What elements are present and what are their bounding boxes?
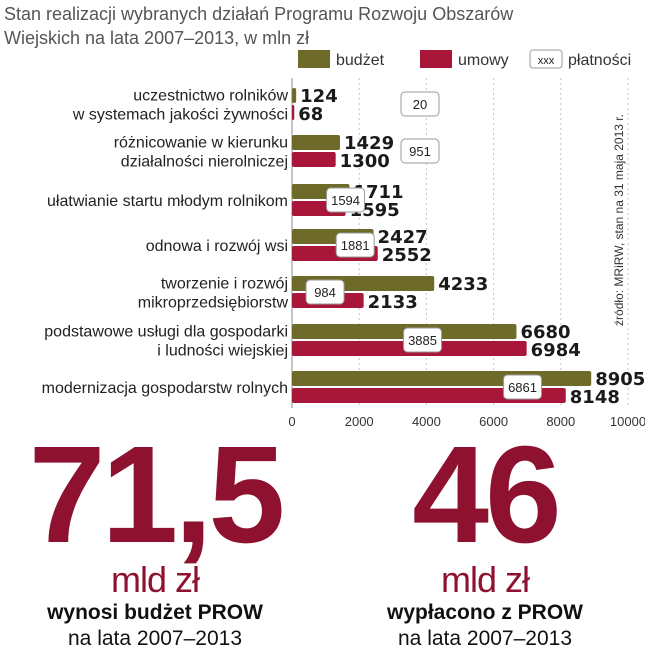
paid-stat-period: na lata 2007–2013	[398, 627, 572, 650]
payments-box	[326, 187, 366, 213]
data-label-budget: 8905	[595, 369, 645, 390]
category-label: w systemach jakości żywności	[72, 107, 288, 124]
data-label-payments: 1594	[331, 193, 360, 208]
data-label-contracts: 2133	[368, 292, 418, 313]
paid-stat-unit: mld zł	[440, 559, 530, 600]
bar-contracts	[292, 152, 336, 167]
category-label: podstawowe usługi dla gospodarki	[44, 324, 288, 341]
bar-budget	[292, 88, 297, 103]
chart-title: Stan realizacji wybranych działań Progra…	[4, 4, 514, 48]
bar-contracts	[292, 388, 566, 403]
x-tick-label: 4000	[412, 414, 441, 429]
data-label-contracts: 2552	[382, 245, 432, 266]
data-label-contracts: 68	[298, 104, 323, 125]
x-tick-label: 6000	[479, 414, 508, 429]
payments-box	[305, 279, 345, 305]
paid-stat: 46 mld zł wypłacono z PROW na lata 2007–…	[325, 418, 645, 652]
data-label-payments: 1881	[341, 238, 370, 253]
data-label-payments: 984	[314, 285, 336, 300]
data-label-budget: 2427	[378, 227, 428, 248]
data-label-payments: 6861	[508, 380, 537, 395]
data-label-contracts: 8148	[570, 387, 620, 408]
bar-budget	[292, 135, 341, 150]
payments-box	[400, 91, 440, 117]
category-label: tworzenie i rozwój	[161, 276, 288, 293]
data-label-budget: 124	[300, 86, 338, 107]
category-label: różnicowanie w kierunku	[114, 135, 288, 152]
budget-stat-value: 71,5	[28, 418, 286, 572]
payments-box	[503, 374, 543, 400]
paid-stat-value: 46	[412, 418, 562, 572]
data-label-payments: 951	[409, 144, 431, 159]
payments-box	[403, 327, 443, 353]
data-label-budget: 4233	[438, 274, 488, 295]
source-note: źródło: MRiRW, stan na 31 maja 2013 r.	[612, 114, 626, 326]
data-label-contracts: 1300	[340, 151, 390, 172]
data-label-budget: 1711	[353, 182, 403, 203]
category-label: odnowa i rozwój wsi	[146, 238, 288, 255]
data-label-payments: 3885	[408, 333, 437, 348]
x-tick-label: 0	[288, 414, 295, 429]
payments-box	[400, 138, 440, 164]
legend-swatch-0	[298, 50, 330, 68]
category-label: i ludności wiejskiej	[157, 343, 288, 360]
legend-swatch-2	[529, 49, 563, 69]
budget-stat: 71,5 mld zł wynosi budżet PROW na lata 2…	[0, 418, 310, 652]
data-label-contracts: 6984	[531, 340, 581, 361]
category-label: uczestnictwo rolników	[133, 88, 288, 105]
paid-stat-caption: wypłacono z PROW	[386, 601, 583, 624]
category-label: ułatwianie startu młodym rolnikom	[47, 193, 288, 210]
category-label: działalności nierolniczej	[121, 154, 288, 171]
bar-budget	[292, 371, 592, 386]
x-tick-label: 10000	[610, 414, 645, 429]
legend-label: budżet	[336, 52, 385, 69]
payments-box	[335, 232, 375, 258]
data-label-payments: 20	[413, 97, 427, 112]
budget-stat-unit: mld zł	[110, 559, 200, 600]
legend-label: umowy	[458, 52, 509, 69]
bar-chart: 0 2000 4000 6000 8000 10000 budżet umowy xxx płat…	[42, 49, 645, 429]
data-label-budget: 6680	[520, 322, 570, 343]
x-tick-label: 2000	[345, 414, 374, 429]
x-tick-label: 8000	[546, 414, 575, 429]
budget-stat-caption: wynosi budżet PROW	[47, 601, 263, 624]
budget-stat-period: na lata 2007–2013	[68, 627, 242, 650]
legend-box-label: xxx	[538, 55, 555, 67]
category-label: mikroprzedsiębiorstw	[138, 295, 289, 312]
bar-contracts	[292, 105, 295, 120]
category-label: modernizacja gospodarstw rolnych	[42, 380, 288, 397]
legend-label: płatności	[568, 52, 631, 69]
data-label-budget: 1429	[344, 133, 394, 154]
legend-swatch-1	[420, 50, 452, 68]
